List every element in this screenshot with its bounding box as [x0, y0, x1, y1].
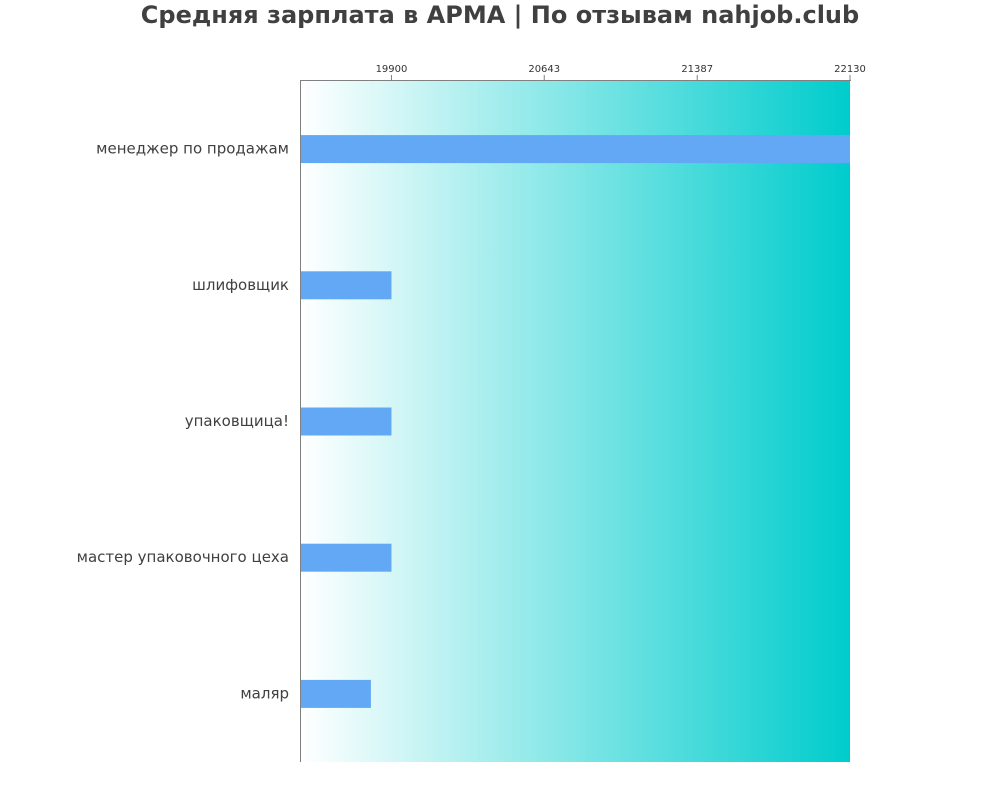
x-tick-label-2: 20643 — [528, 64, 560, 75]
x-tick-label-3: 21387 — [681, 64, 713, 75]
category-label-5: маляр — [240, 684, 289, 702]
bar-3 — [301, 407, 392, 436]
x-axis-ticks: 19900 20643 21387 22130 — [376, 64, 866, 80]
category-label-4: мастер упаковочного цеха — [77, 548, 289, 566]
bar-1 — [301, 135, 850, 164]
y-axis-categories: менеджер по продажам шлифовщик упаковщица!… — [77, 140, 289, 703]
chart-title: Средняя зарплата в АРМА | По отзывам nah… — [141, 1, 859, 29]
x-tick-label-1: 19900 — [376, 64, 408, 75]
plot-background — [301, 81, 850, 762]
bar-2 — [301, 271, 392, 300]
category-label-3: упаковщица! — [185, 412, 289, 430]
x-tick-label-4: 22130 — [834, 64, 866, 75]
bars-group — [301, 135, 850, 708]
category-label-1: менеджер по продажам — [96, 140, 289, 158]
bar-4 — [301, 543, 392, 572]
bar-5 — [301, 679, 371, 708]
category-label-2: шлифовщик — [192, 276, 289, 294]
